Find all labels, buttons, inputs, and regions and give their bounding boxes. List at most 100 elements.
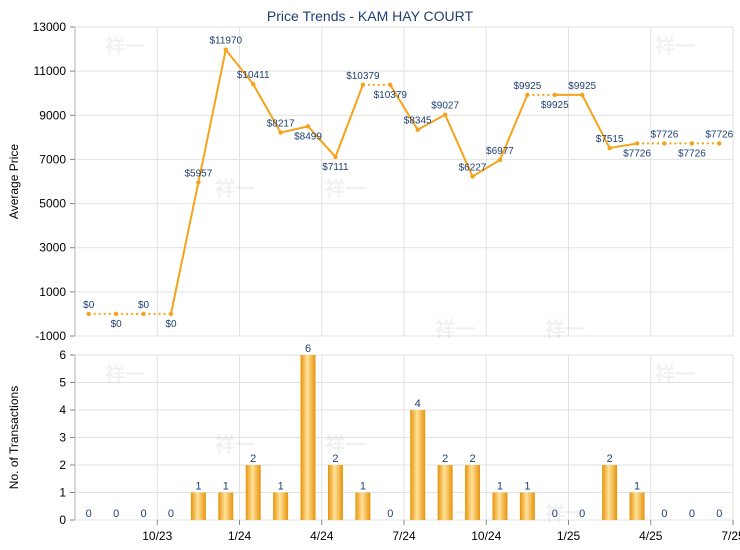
data-label: $7726 [623,148,651,159]
series-line-segment [197,49,227,183]
y-tick-label: 3000 [39,241,66,255]
y-tick-label: 9000 [39,108,66,122]
bar-value-label: 0 [552,508,558,520]
watermark: 祥一 [655,362,695,386]
y-tick-label: 5 [59,376,66,390]
data-label: $7515 [596,134,624,145]
series-line-segment [389,84,419,131]
series-line-segment [169,182,200,315]
data-point [305,124,311,129]
bar-value-label: 1 [195,481,201,493]
data-label: $10379 [346,71,380,82]
y-tick-label: 7000 [39,152,66,166]
y-tick-label: 0 [59,513,66,527]
series-line-segment [472,159,501,178]
series-line-segment [581,94,611,149]
x-tick-label: 10/24 [471,529,501,543]
watermark: 祥一 [215,177,255,201]
data-point [223,47,228,52]
bar [218,492,234,520]
bar-value-label: 2 [332,453,338,465]
bar [519,492,535,520]
bar-value-label: 0 [716,508,722,520]
y-tick-label: 13000 [33,20,67,34]
bar [465,465,481,520]
bar [437,465,453,520]
watermark: 祥一 [545,317,585,341]
series-line-segment [280,125,309,134]
price-line-panel: -1000100030005000700090001100013000祥一祥一祥… [7,20,734,343]
watermark: 祥一 [655,34,695,58]
y-tick-label: 11000 [34,64,67,78]
data-label: $6227 [459,162,487,173]
data-label: $8217 [267,119,295,130]
data-point [607,145,612,151]
bar [245,465,261,520]
bar-value-label: 0 [168,508,174,520]
watermark: 祥一 [325,433,365,457]
data-point [580,92,585,98]
series-line-segment [609,142,638,150]
y-tick-label: 5000 [39,197,66,211]
y-axis-title: No. of Transactions [7,386,21,489]
x-tick-label: 4/24 [310,529,334,543]
data-label: $8499 [294,131,322,142]
data-point [552,92,557,98]
bar-value-label: 2 [607,453,613,465]
bar-value-label: 0 [387,508,393,520]
data-label: $6977 [486,146,514,157]
bar-value-label: 0 [661,508,667,520]
data-label: $0 [83,300,95,311]
series-line-segment [417,113,446,131]
data-point [278,130,283,135]
data-point [388,82,393,88]
data-label: $0 [138,300,150,311]
watermark: 祥一 [105,362,145,386]
y-tick-label: 2 [59,458,66,472]
data-point [168,311,174,317]
bar [300,355,316,520]
bar-value-label: 0 [86,508,92,520]
bar [602,465,618,520]
watermark: 祥一 [325,177,365,201]
data-label: $9027 [431,101,459,112]
bar-value-label: 1 [634,481,640,493]
bar-value-label: 1 [223,481,229,493]
data-point [415,127,420,132]
bar-value-label: 2 [442,453,448,465]
data-point [497,157,503,163]
data-point [442,112,448,117]
series-line-segment [499,94,529,161]
watermark: 祥一 [105,34,145,58]
data-point [689,141,695,146]
data-label: $7726 [678,148,706,159]
y-tick-label: 1000 [39,285,66,299]
series-line-segment [225,49,254,85]
bar [273,492,289,520]
data-point [470,174,475,179]
x-tick-label: 1/25 [557,529,581,543]
data-label: $10379 [374,90,408,101]
data-point [86,311,91,317]
data-point [634,141,640,146]
data-point [333,154,338,160]
bar-value-label: 0 [579,508,585,520]
data-label: $5957 [184,168,212,179]
bar-value-label: 0 [140,508,146,520]
bar-value-label: 4 [415,398,421,410]
x-tick-label: 4/25 [639,529,663,543]
bar-value-label: 1 [497,481,503,493]
bar [410,410,426,520]
x-tick-label: 10/23 [142,529,172,543]
bar-value-label: 2 [469,453,475,465]
bar-value-label: 6 [305,343,311,355]
bar [629,492,645,520]
data-point [360,82,366,88]
y-tick-label: 4 [59,403,66,417]
series-line-segment [307,125,337,158]
data-label: $7726 [705,129,733,140]
series-line-segment [334,84,364,158]
data-label: $7111 [322,162,349,173]
